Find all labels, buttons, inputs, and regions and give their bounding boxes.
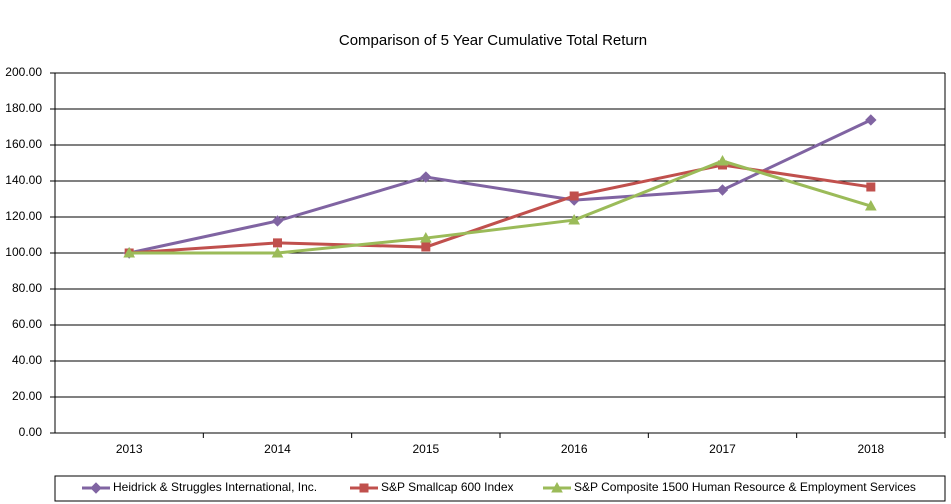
y-tick-label: 40.00	[12, 353, 42, 367]
x-tick-label: 2017	[709, 442, 736, 456]
legend-marker	[551, 481, 563, 493]
x-tick-label: 2014	[264, 442, 291, 456]
data-point	[568, 214, 581, 225]
y-tick-label: 120.00	[5, 209, 42, 223]
data-point	[864, 199, 877, 211]
x-tick-label: 2016	[561, 442, 588, 456]
data-point	[866, 182, 876, 192]
series-line	[129, 159, 872, 255]
y-tick-label: 20.00	[12, 389, 42, 403]
y-tick-label: 160.00	[5, 137, 42, 151]
legend-box	[54, 475, 946, 502]
data-point	[421, 242, 431, 252]
y-tick-label: 140.00	[5, 173, 42, 187]
data-point	[716, 154, 729, 166]
legend-label: S&P Smallcap 600 Index	[381, 480, 514, 494]
legend-marker	[359, 483, 369, 493]
data-point	[271, 215, 284, 227]
legend-label: S&P Composite 1500 Human Resource & Empl…	[574, 480, 916, 494]
y-tick-label: 80.00	[12, 281, 42, 295]
series-line	[128, 118, 872, 255]
data-point	[123, 246, 136, 258]
data-point	[419, 232, 432, 243]
legend-marker	[90, 482, 102, 494]
y-tick-label: 180.00	[5, 101, 42, 115]
y-tick-label: 0.00	[19, 425, 43, 439]
x-tick-label: 2018	[857, 442, 884, 456]
x-tick-label: 2013	[116, 442, 143, 456]
data-point	[271, 246, 284, 258]
data-point	[420, 171, 432, 183]
data-point	[569, 191, 579, 201]
legend-label: Heidrick & Struggles International, Inc.	[113, 480, 317, 494]
y-tick-label: 100.00	[5, 245, 42, 259]
x-tick-label: 2015	[412, 442, 439, 456]
y-tick-label: 60.00	[12, 317, 42, 331]
y-tick-label: 200.00	[5, 65, 42, 79]
data-point	[273, 238, 282, 248]
data-point	[716, 184, 729, 196]
chart-title: Comparison of 5 Year Cumulative Total Re…	[339, 32, 647, 49]
data-point	[865, 114, 877, 126]
